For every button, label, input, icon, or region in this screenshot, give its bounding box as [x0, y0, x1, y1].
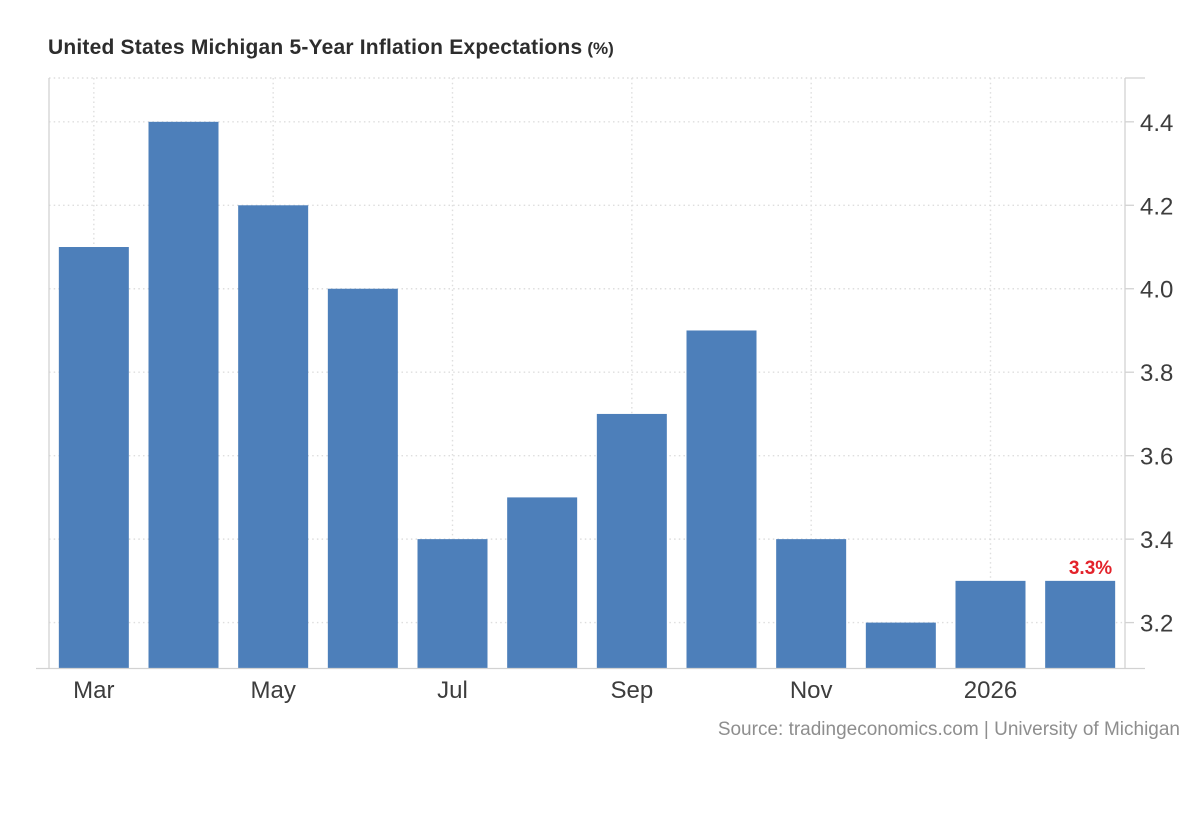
bar[interactable]	[776, 539, 847, 669]
y-axis-label: 3.4	[1140, 527, 1173, 554]
x-axis-label: Jul	[437, 677, 468, 704]
bar[interactable]	[596, 413, 667, 669]
chart-title-unit: (%)	[587, 39, 614, 58]
bar[interactable]	[1045, 580, 1116, 669]
bar[interactable]	[865, 622, 936, 669]
bar[interactable]	[686, 330, 757, 669]
x-axis-label: 2026	[964, 677, 1017, 704]
x-axis-label: Sep	[610, 677, 653, 704]
latest-value-label: 3.3%	[1069, 558, 1112, 579]
bar[interactable]	[327, 288, 398, 669]
source-credit: Source: tradingeconomics.com | Universit…	[717, 719, 1180, 740]
bar[interactable]	[58, 247, 129, 669]
y-axis-label: 3.8	[1140, 360, 1173, 387]
bar[interactable]	[507, 497, 578, 669]
x-axis-label: Nov	[790, 677, 833, 704]
y-axis-label: 4.0	[1140, 277, 1173, 304]
bar[interactable]	[417, 539, 488, 669]
bar[interactable]	[955, 580, 1026, 669]
chart-header: United States Michigan 5-Year Inflation …	[48, 36, 614, 60]
y-axis-label: 3.6	[1140, 444, 1173, 471]
y-axis-label: 3.2	[1140, 611, 1173, 638]
chart-title: United States Michigan 5-Year Inflation …	[48, 36, 583, 59]
x-axis-label: May	[250, 677, 295, 704]
bar[interactable]	[148, 121, 219, 669]
bar[interactable]	[238, 205, 309, 669]
y-axis-label: 4.4	[1140, 110, 1173, 137]
y-axis-label: 4.2	[1140, 193, 1173, 220]
x-axis-label: Mar	[73, 677, 114, 704]
